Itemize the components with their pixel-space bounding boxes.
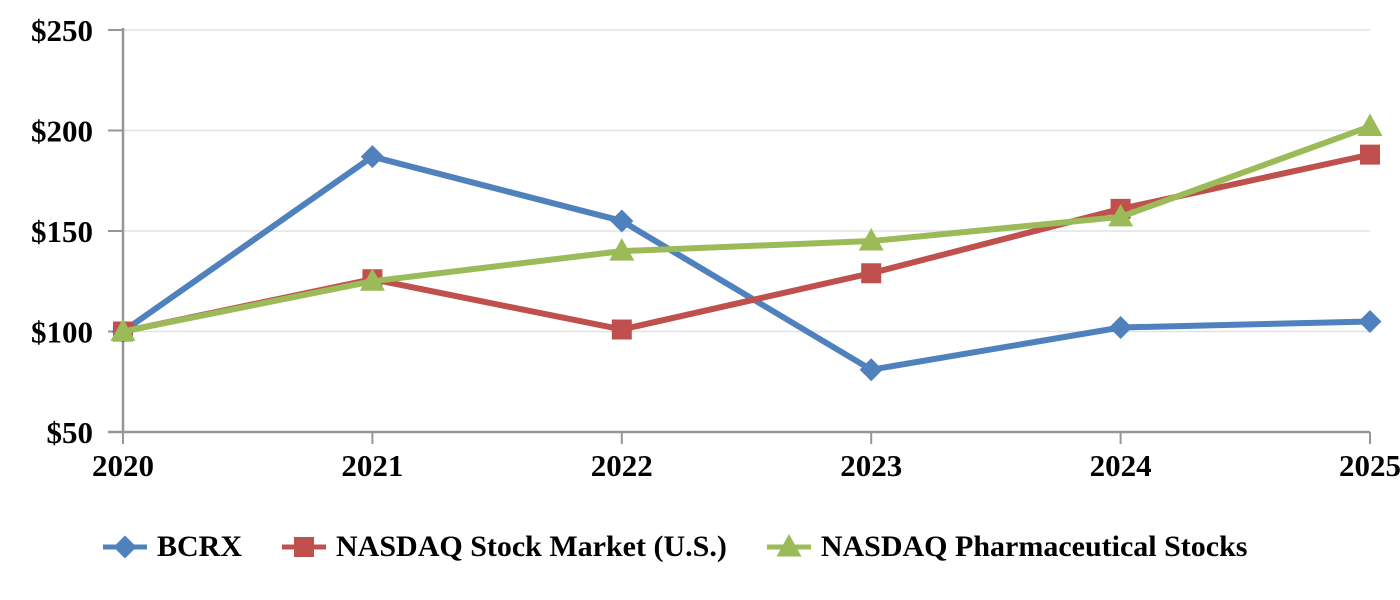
chart-legend: BCRX NASDAQ Stock Market (U.S.) NASDAQ P… bbox=[103, 530, 1247, 564]
y-tick-label: $50 bbox=[47, 415, 94, 450]
y-tick-label: $100 bbox=[31, 315, 93, 350]
square-marker bbox=[611, 319, 632, 340]
x-tick-label: 2020 bbox=[92, 448, 154, 483]
diamond-marker bbox=[1358, 309, 1382, 333]
square-marker bbox=[1360, 144, 1380, 165]
triangle-marker bbox=[609, 238, 635, 261]
legend-label-nasdaq-stock-market: NASDAQ Stock Market (U.S.) bbox=[336, 530, 727, 563]
triangle-marker bbox=[858, 228, 884, 251]
legend-label-nasdaq-pharma: NASDAQ Pharmaceutical Stocks bbox=[820, 530, 1248, 563]
x-tick-label: 2025 bbox=[1339, 448, 1400, 483]
nasdaq-pharma-triangle-marker-icon bbox=[766, 534, 811, 557]
triangle-marker bbox=[776, 534, 802, 557]
nasdaq-stock-market-square-marker-icon bbox=[282, 537, 327, 557]
legend-item-nasdaq-pharma: NASDAQ Pharmaceutical Stocks bbox=[766, 530, 1248, 564]
bcrx-diamond-marker-icon bbox=[103, 535, 147, 559]
legend-label-bcrx: BCRX bbox=[157, 530, 243, 563]
performance-line-chart: $50 $100 $150 $200 $250 2020 2021 2022 2023 2024 2… bbox=[31, 13, 1400, 483]
x-tick-label: 2021 bbox=[341, 448, 403, 483]
x-tick-label: 2024 bbox=[1090, 448, 1152, 483]
y-tick-label: $250 bbox=[31, 13, 93, 48]
series-line bbox=[120, 151, 1373, 335]
triangle-marker bbox=[110, 318, 136, 341]
x-tick-label: 2023 bbox=[840, 448, 902, 483]
diamond-marker bbox=[113, 535, 137, 559]
diamond-marker bbox=[360, 145, 384, 169]
series-line bbox=[120, 153, 1373, 373]
square-marker bbox=[861, 263, 882, 284]
triangle-marker bbox=[1357, 113, 1383, 136]
legend-item-nasdaq-stock-market: NASDAQ Stock Market (U.S.) bbox=[282, 530, 727, 564]
series-line bbox=[120, 123, 1373, 335]
diamond-marker bbox=[859, 358, 883, 382]
triangle-marker bbox=[359, 268, 385, 291]
square-marker bbox=[294, 537, 315, 557]
y-tick-label: $150 bbox=[31, 214, 93, 249]
diamond-marker bbox=[1109, 315, 1133, 339]
x-tick-label: 2022 bbox=[591, 448, 653, 483]
triangle-marker bbox=[1108, 203, 1134, 227]
diamond-marker bbox=[610, 209, 634, 233]
legend-item-bcrx: BCRX bbox=[103, 530, 242, 564]
y-tick-label: $200 bbox=[31, 114, 93, 149]
